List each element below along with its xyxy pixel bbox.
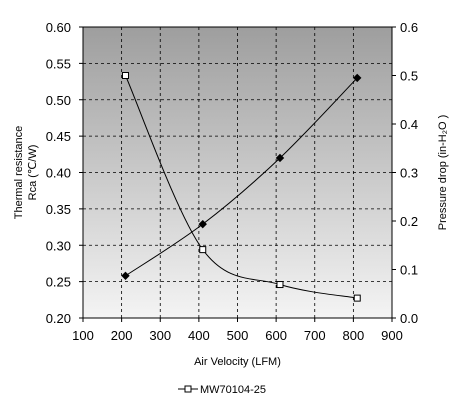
y-left-tick-label: 0.60 <box>46 20 71 35</box>
y-left-axis-title-line: Rca (℃/W) <box>27 145 39 201</box>
x-tick-label: 600 <box>265 328 287 343</box>
series-layer <box>121 72 362 302</box>
legend-marker <box>184 385 192 393</box>
y-left-tick-label: 0.40 <box>46 166 71 181</box>
y-left-tick-label: 0.30 <box>46 238 71 253</box>
pressure-drop-point <box>199 246 207 254</box>
thermal-resistance-point <box>353 73 362 83</box>
pressure-drop-point <box>353 294 361 302</box>
pressure-drop-point <box>276 281 284 289</box>
y-right-tick-label: 0.1 <box>400 263 418 278</box>
y-left-tick-label: 0.45 <box>46 129 71 144</box>
axis-ticks <box>79 26 396 322</box>
x-tick-label: 700 <box>304 328 326 343</box>
y-right-tick-label: 0.0 <box>400 311 418 326</box>
x-tick-label: 900 <box>381 328 403 343</box>
y-right-axis-title: Pressure drop (in-H₂O ) <box>437 115 449 231</box>
x-tick-label: 100 <box>72 328 94 343</box>
y-right-tick-label: 0.4 <box>400 117 418 132</box>
thermal-resistance-point <box>275 153 285 163</box>
y-left-tick-label: 0.55 <box>46 56 71 71</box>
y-left-tick-label: 0.20 <box>46 311 71 326</box>
y-right-tick-label: 0.3 <box>400 166 418 181</box>
y-right-tick-label: 0.6 <box>400 20 418 35</box>
series-line-thermal-resistance <box>125 77 358 277</box>
grid-lines <box>83 27 392 318</box>
text-layer: 100 200 300 400 500 600 700 800 900 0.20 0.25 0.30 0… <box>13 20 449 396</box>
y-left-tick-label: 0.25 <box>46 275 71 290</box>
x-tick-label: 400 <box>188 328 210 343</box>
legend-label: MW70104-25 <box>200 384 266 396</box>
y-right-tick-label: 0.5 <box>400 69 418 84</box>
y-left-axis-title: Thermal resistance Rca (℃/W) <box>13 126 39 220</box>
y-right-tick-label: 0.2 <box>400 214 418 229</box>
series-line-pressure-drop <box>125 75 358 299</box>
x-tick-label: 200 <box>111 328 133 343</box>
x-tick-label: 800 <box>343 328 365 343</box>
x-axis-title: Air Velocity (LFM) <box>194 356 281 368</box>
thermal-resistance-point <box>198 219 207 229</box>
y-left-tick-label: 0.50 <box>46 93 71 108</box>
y-left-axis-title-line: Thermal resistance <box>13 126 25 220</box>
y-left-tick-label: 0.35 <box>46 202 71 217</box>
x-tick-label: 300 <box>149 328 171 343</box>
pressure-drop-point <box>121 72 129 79</box>
thermal-resistance-point <box>121 271 130 281</box>
x-tick-label: 500 <box>227 328 249 343</box>
